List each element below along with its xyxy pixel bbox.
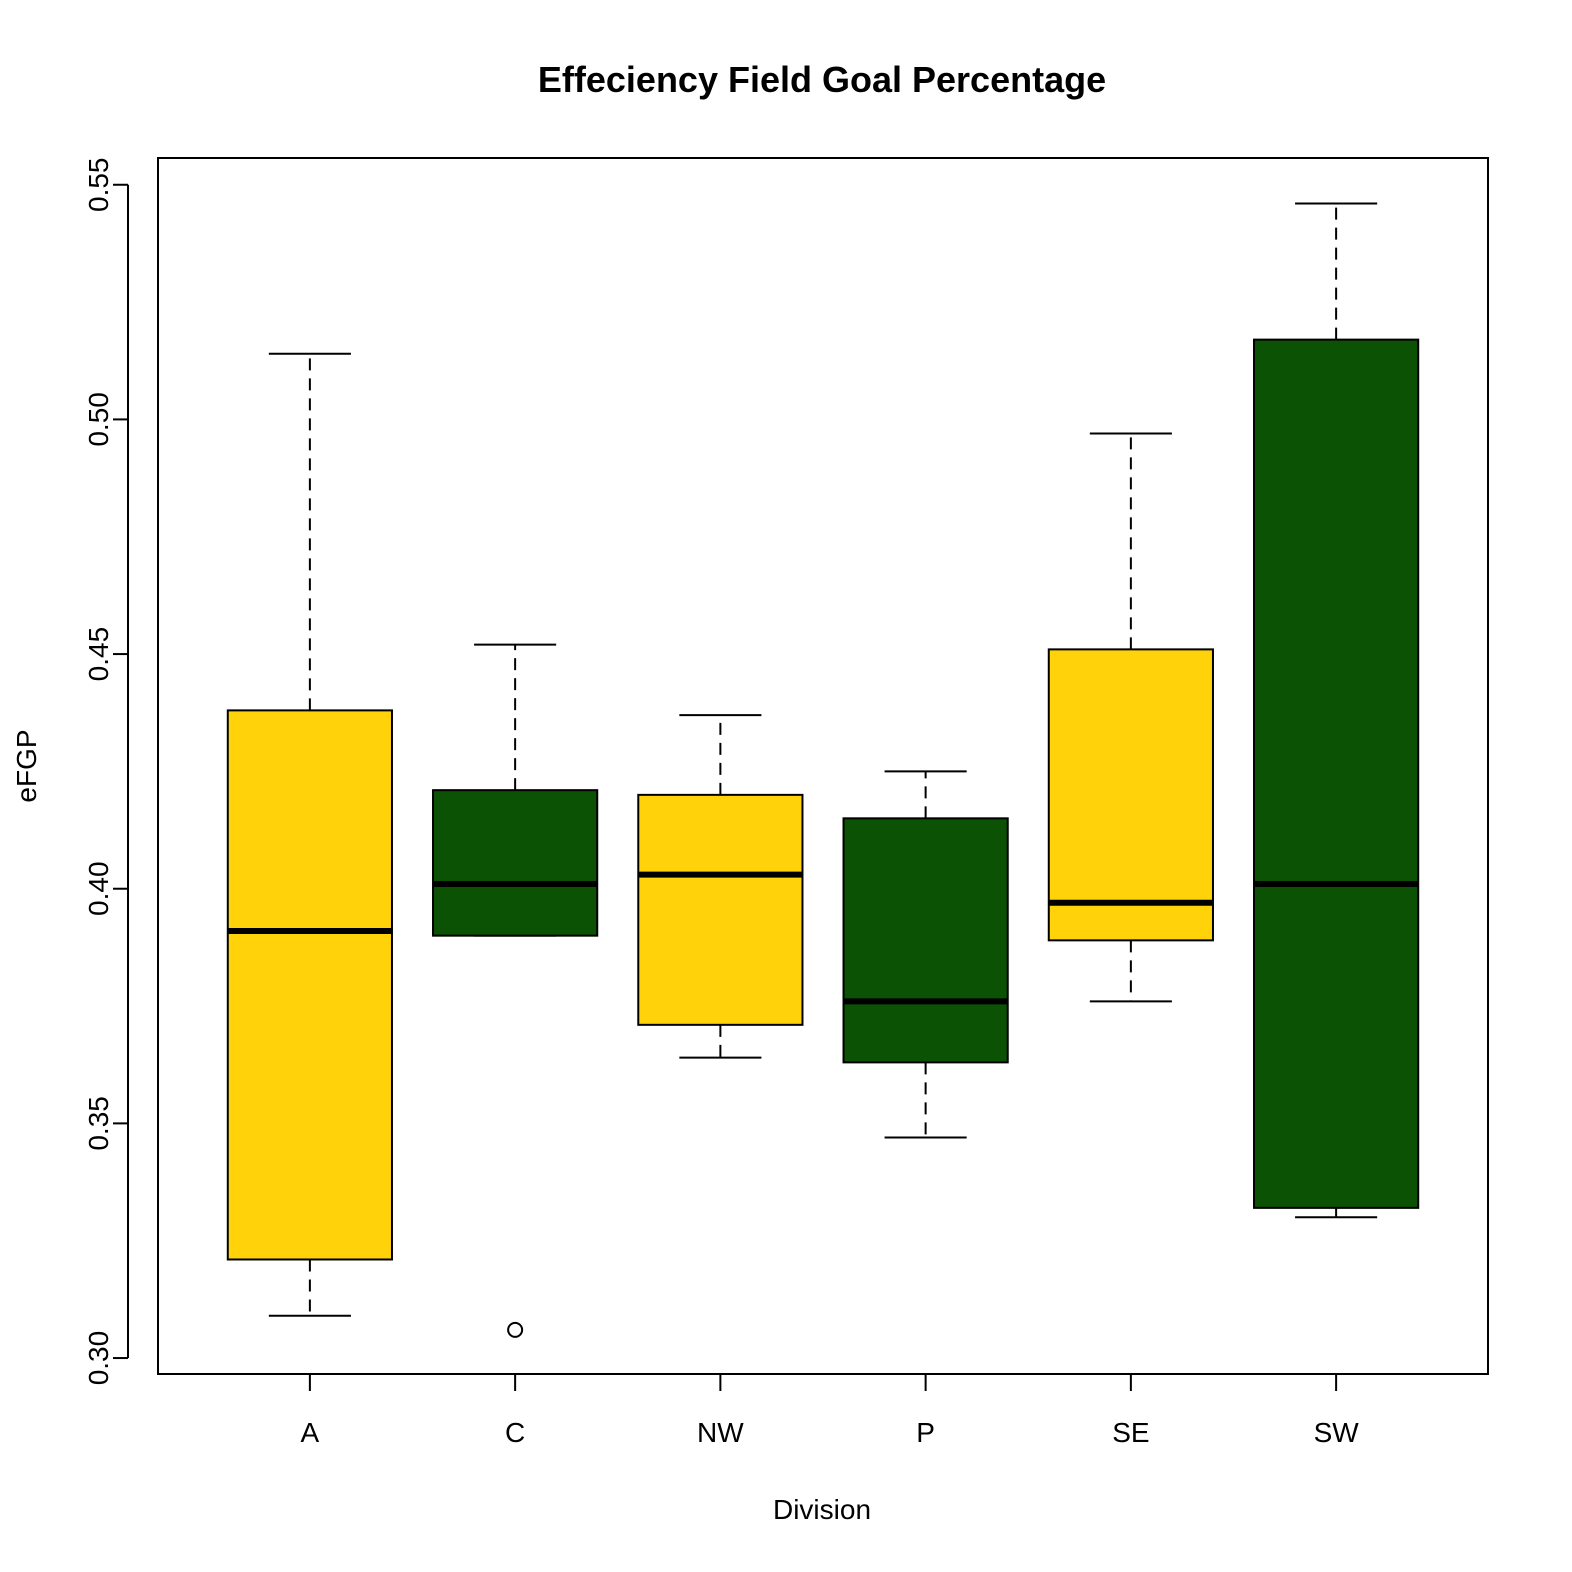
x-axis: A C NW P SE SW xyxy=(301,1373,1360,1448)
x-tick-label: SW xyxy=(1314,1417,1360,1448)
x-tick-label: SE xyxy=(1112,1417,1149,1448)
y-axis: 0.30 0.35 0.40 0.45 0.50 0.55 xyxy=(83,158,129,1386)
box-iqr xyxy=(432,789,599,937)
box-a xyxy=(226,352,393,1317)
box-c xyxy=(432,643,599,1338)
box-p xyxy=(842,770,1009,1139)
y-axis-label: eFGP xyxy=(11,729,42,802)
y-tick-label: 0.35 xyxy=(83,1096,114,1151)
y-tick-label: 0.40 xyxy=(83,861,114,916)
box-iqr xyxy=(637,793,804,1026)
box-iqr xyxy=(1047,648,1214,942)
box-iqr xyxy=(842,817,1009,1064)
x-tick-label: C xyxy=(505,1417,525,1448)
x-axis-label: Division xyxy=(773,1494,871,1525)
box-iqr xyxy=(226,709,393,1261)
chart-title: Effeciency Field Goal Percentage xyxy=(538,59,1106,100)
x-tick-label: A xyxy=(301,1417,320,1448)
x-tick-label: P xyxy=(916,1417,935,1448)
box-sw xyxy=(1253,202,1420,1219)
box-nw xyxy=(637,714,804,1059)
box-se xyxy=(1047,432,1214,1003)
boxes-group xyxy=(226,202,1420,1338)
outlier-point xyxy=(507,1321,524,1338)
y-tick-label: 0.55 xyxy=(83,158,114,213)
y-tick-label: 0.30 xyxy=(83,1331,114,1386)
y-tick-label: 0.50 xyxy=(83,392,114,447)
x-tick-label: NW xyxy=(697,1417,744,1448)
box-iqr xyxy=(1253,338,1420,1209)
y-tick-label: 0.45 xyxy=(83,627,114,682)
